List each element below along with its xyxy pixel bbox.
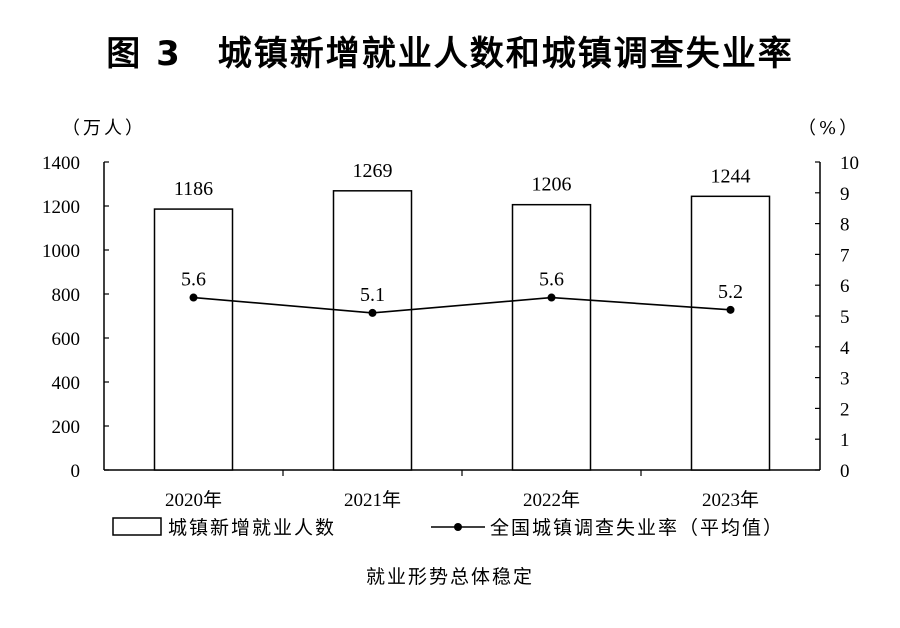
right-tick-label: 4 bbox=[840, 338, 850, 359]
rate-point bbox=[547, 293, 556, 302]
rate-value-label: 5.6 bbox=[539, 269, 564, 291]
left-tick-label: 600 bbox=[52, 329, 81, 350]
x-tick-label: 2020年 bbox=[165, 489, 222, 511]
bar bbox=[690, 195, 771, 471]
left-axis-unit: （万人） bbox=[62, 118, 146, 139]
left-tick-label: 1200 bbox=[42, 197, 80, 218]
bar bbox=[511, 203, 592, 471]
rate-point bbox=[368, 308, 377, 317]
bar-value-label: 1206 bbox=[532, 174, 572, 196]
bar-value-label: 1269 bbox=[353, 160, 393, 182]
rate-value-label: 5.2 bbox=[718, 281, 743, 303]
left-tick-label: 1000 bbox=[42, 241, 80, 262]
legend-line-label: 全国城镇调查失业率（平均值） bbox=[490, 517, 784, 539]
right-tick-label: 6 bbox=[840, 276, 850, 297]
bar-value-label: 1244 bbox=[711, 165, 751, 187]
right-axis-unit: （%） bbox=[798, 118, 861, 139]
left-tick-label: 1400 bbox=[42, 153, 80, 174]
left-tick-label: 800 bbox=[52, 285, 81, 306]
right-tick-label: 10 bbox=[840, 153, 859, 174]
bar-value-label: 1186 bbox=[174, 178, 213, 200]
right-tick-label: 2 bbox=[840, 399, 850, 420]
rate-point bbox=[189, 293, 198, 302]
right-tick-label: 7 bbox=[840, 245, 850, 266]
bar bbox=[153, 208, 234, 471]
rate-point bbox=[726, 305, 735, 314]
left-tick-label: 0 bbox=[71, 461, 81, 482]
left-tick-label: 200 bbox=[52, 417, 81, 438]
x-tick-label: 2022年 bbox=[523, 489, 580, 511]
legend-bar-swatch bbox=[112, 517, 162, 536]
right-tick-label: 8 bbox=[840, 215, 850, 236]
legend-bar-label: 城镇新增就业人数 bbox=[168, 517, 336, 539]
chart-caption: 就业形势总体稳定 bbox=[365, 566, 534, 588]
x-tick-label: 2021年 bbox=[344, 489, 401, 511]
right-tick-label: 9 bbox=[840, 184, 850, 205]
right-tick-label: 1 bbox=[840, 430, 850, 451]
chart-title: 图 3 城镇新增就业人数和城镇调查失业率 bbox=[106, 34, 794, 74]
rate-line bbox=[193, 296, 731, 314]
left-tick-label: 400 bbox=[52, 373, 81, 394]
right-tick-label: 3 bbox=[840, 369, 850, 390]
legend-line-marker bbox=[454, 523, 462, 531]
rate-value-label: 5.6 bbox=[181, 269, 206, 291]
x-tick-label: 2023年 bbox=[702, 489, 759, 511]
rate-value-label: 5.1 bbox=[360, 284, 385, 306]
right-tick-label: 5 bbox=[840, 307, 850, 328]
bar bbox=[332, 190, 413, 471]
right-tick-label: 0 bbox=[840, 461, 850, 482]
